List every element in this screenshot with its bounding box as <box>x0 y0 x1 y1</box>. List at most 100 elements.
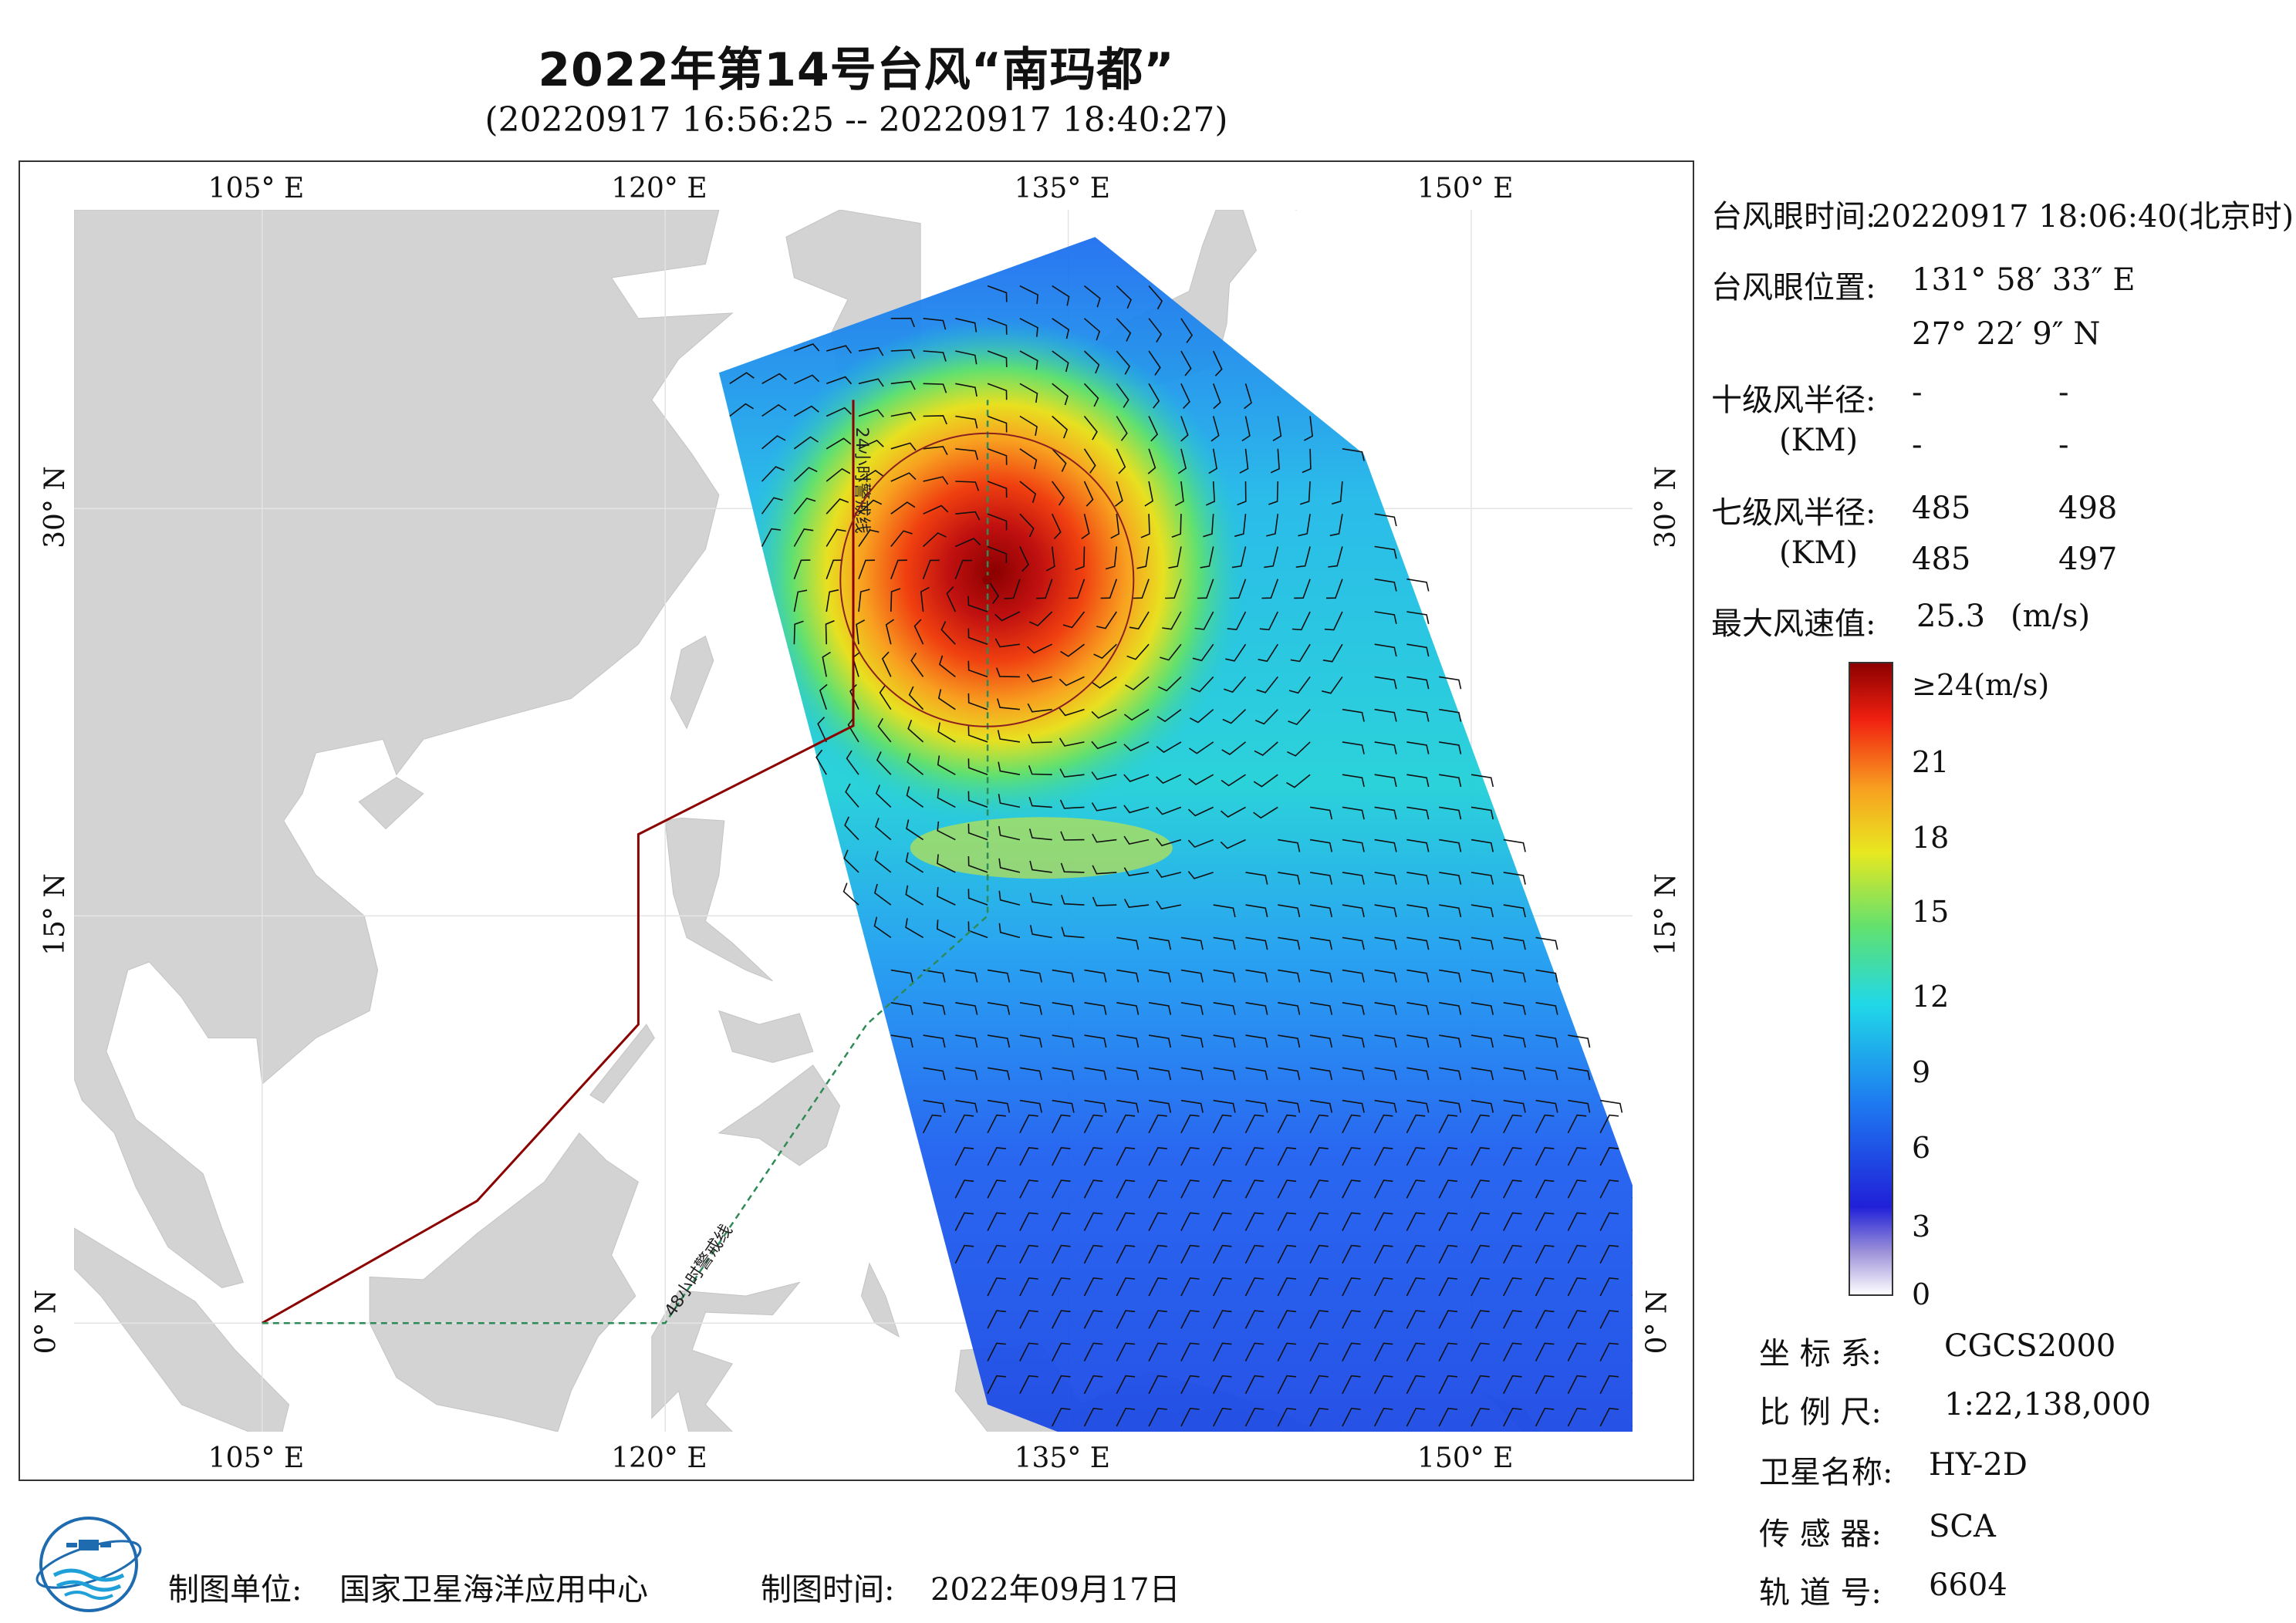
wind-barb <box>1287 741 1311 757</box>
wind-barb <box>817 717 827 743</box>
force10-radius-unit: (KM) <box>1779 423 1859 458</box>
wind-barb <box>1278 1067 1301 1081</box>
wind-barb <box>1439 1002 1462 1015</box>
wind-barb <box>1212 350 1223 376</box>
wind-barb <box>1083 350 1100 374</box>
force7-radius-unit: (KM) <box>1779 535 1859 571</box>
wind-barb <box>1019 1212 1038 1231</box>
wind-barb <box>1374 969 1397 983</box>
wind-barb <box>1406 806 1430 820</box>
wind-barb <box>955 318 977 332</box>
wind-barb <box>1180 1342 1200 1361</box>
wind-barb <box>890 1034 913 1048</box>
wind-barb <box>1091 708 1117 719</box>
wind-barb <box>1213 1067 1236 1081</box>
wind-barb <box>1148 350 1161 376</box>
wind-barb <box>1091 771 1117 781</box>
wind-barb <box>875 785 892 808</box>
org-label: 制图单位: <box>168 1572 302 1608</box>
wind-barb <box>890 380 916 390</box>
wind-barb <box>1061 926 1085 939</box>
wind-barb <box>967 628 988 645</box>
wind-barb <box>1535 1212 1555 1231</box>
wind-barb <box>1114 481 1123 507</box>
wind-barb <box>1148 318 1163 343</box>
wind-barb <box>937 755 956 775</box>
wind-barb <box>1374 1099 1397 1113</box>
force7-radius-circle <box>839 432 1135 727</box>
wind-barb <box>858 499 883 515</box>
wind-barb <box>998 825 1021 841</box>
wind-barb <box>1268 481 1279 505</box>
wind-barb <box>1277 1212 1297 1231</box>
wind-barb <box>1188 774 1214 785</box>
wind-barb <box>1004 579 1021 599</box>
wind-barb <box>858 378 884 387</box>
wind-barb <box>1220 838 1246 849</box>
wind-barb <box>997 730 1021 743</box>
wind-field-map[interactable]: 24小时警戒线 48小时警戒线 <box>74 210 1633 1432</box>
wind-barb <box>1116 1310 1136 1329</box>
wind-barb <box>1277 1179 1297 1199</box>
wind-barb <box>1406 1375 1426 1395</box>
wind-barb <box>1083 383 1099 407</box>
wind-barb <box>1083 1212 1103 1231</box>
wind-barb <box>1180 936 1204 950</box>
wind-barb <box>1277 1147 1297 1166</box>
wind-barb <box>1374 545 1397 559</box>
wind-barb <box>1189 709 1214 724</box>
wind-barb <box>1084 1099 1107 1113</box>
wind-barb <box>1309 872 1333 885</box>
wind-barb <box>1244 383 1252 410</box>
wind-barb <box>1148 1310 1167 1329</box>
wind-barb <box>1535 1310 1555 1329</box>
wind-barb <box>905 852 924 873</box>
wind-barb <box>1599 1310 1619 1329</box>
typhoon-high-wind-core <box>740 317 1250 827</box>
wind-barb <box>1227 611 1247 630</box>
wind-barb <box>1081 514 1090 540</box>
wind-barb <box>987 545 1008 563</box>
wind-barb <box>1535 936 1558 950</box>
wind-barb <box>1278 904 1301 918</box>
wind-barb <box>1342 1277 1361 1297</box>
wind-barb <box>1213 1002 1236 1015</box>
wind-barb <box>1438 1407 1458 1427</box>
wind-barb <box>1278 838 1301 852</box>
wind-barb <box>1180 1277 1200 1297</box>
wind-barb <box>1156 900 1182 909</box>
wind-barb <box>1239 448 1249 474</box>
wind-barb <box>890 588 901 612</box>
wind-barb <box>1470 1114 1490 1134</box>
wind-barb <box>1116 936 1140 950</box>
force10-radius-se: - <box>2058 375 2069 410</box>
wind-barb <box>1374 513 1397 527</box>
wind-barb <box>906 819 924 841</box>
wind-barb <box>1148 1375 1167 1395</box>
wind-speed-colorbar <box>1849 662 1893 1296</box>
wind-barb <box>826 407 852 417</box>
wind-barb <box>1244 1244 1264 1264</box>
wind-barb <box>1309 1277 1329 1297</box>
wind-barb <box>955 511 981 521</box>
wind-barb <box>1342 872 1365 885</box>
wind-barb <box>913 619 924 645</box>
wind-barb <box>936 919 956 939</box>
wind-barb <box>1503 838 1526 852</box>
wind-barb <box>1144 481 1153 507</box>
wind-barb <box>1213 904 1236 918</box>
wind-barb <box>998 858 1021 873</box>
wind-barb <box>1148 1342 1167 1361</box>
wind-barb <box>1148 936 1172 950</box>
wind-barb <box>1051 1407 1071 1427</box>
wind-barb <box>1567 1375 1587 1395</box>
wind-barb <box>1254 709 1278 725</box>
wind-barb <box>873 883 892 906</box>
wind-barb <box>890 501 916 515</box>
wind-barb <box>1148 1067 1172 1081</box>
wind-barb <box>954 1147 974 1166</box>
wind-barb <box>1309 1067 1333 1081</box>
wind-barb <box>1406 1244 1426 1264</box>
wind-barb <box>858 589 870 612</box>
eye-position-label: 台风眼位置: <box>1711 270 1876 305</box>
